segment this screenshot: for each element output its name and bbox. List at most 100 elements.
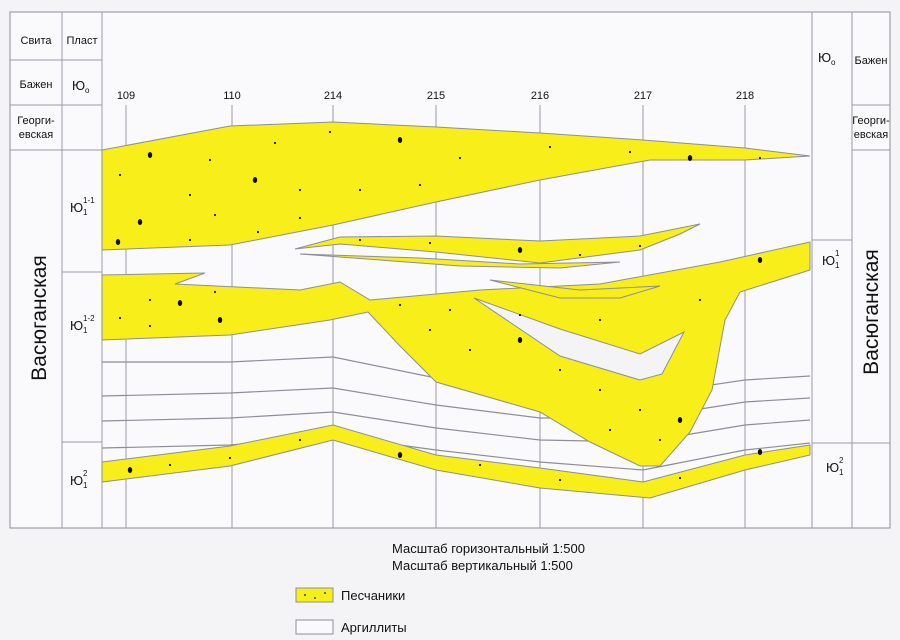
index-base: Ю — [818, 50, 831, 65]
dot — [517, 247, 523, 253]
dot — [758, 156, 762, 160]
dot — [188, 193, 192, 197]
index-sup: 2 — [83, 469, 88, 478]
index-base: Ю — [70, 318, 83, 333]
index-sub: 1 — [835, 261, 840, 270]
dot — [188, 238, 192, 242]
dot — [548, 145, 552, 149]
index-sub: 1 — [839, 468, 844, 477]
dot — [398, 303, 402, 307]
georgievskaya: евская — [854, 129, 889, 141]
dot — [358, 238, 362, 242]
dot — [448, 308, 452, 312]
dot — [118, 173, 122, 177]
legend-swatch-sand — [295, 587, 334, 603]
dot — [397, 452, 403, 458]
dot — [213, 290, 217, 294]
bazhen: Бажен — [20, 79, 53, 91]
dot — [608, 428, 612, 432]
well-labels: 109 110 214 215 216 217 218 — [117, 90, 754, 102]
index-base: Ю — [70, 473, 83, 488]
dot — [148, 298, 152, 302]
right-layers: Ю 11Ю 12 — [822, 249, 844, 477]
dot — [478, 463, 482, 467]
dot — [687, 155, 693, 161]
index-sub: о — [831, 58, 836, 67]
legend-label: Аргиллиты — [341, 620, 407, 635]
georgievskaya: Георги- — [852, 115, 890, 127]
sandstone-bodies — [101, 121, 811, 499]
dot — [217, 317, 223, 323]
dot — [177, 300, 183, 306]
header-layer: Пласт — [67, 35, 98, 47]
index-sub: о — [85, 86, 90, 95]
suite-name: Васюганская — [28, 255, 51, 381]
dot — [213, 213, 217, 217]
scale-text: Масштаб горизонтальный 1:500 — [392, 541, 585, 556]
dot — [578, 253, 582, 257]
dot — [228, 456, 232, 460]
dot — [358, 188, 362, 192]
suite-name: Васюганская — [860, 249, 883, 375]
dot — [598, 318, 602, 322]
dot — [298, 438, 302, 442]
dot — [127, 467, 133, 473]
dot — [678, 476, 682, 480]
dot — [558, 368, 562, 372]
index-sup: 1-1 — [83, 196, 95, 205]
dot — [518, 313, 522, 317]
sand-dots — [115, 130, 763, 482]
dot — [517, 337, 523, 343]
dot — [397, 137, 403, 143]
dot — [208, 158, 212, 162]
dot — [115, 239, 121, 245]
index-base: Ю — [822, 253, 835, 268]
well-label: 218 — [736, 90, 754, 102]
dot — [658, 438, 662, 442]
legend-label: Песчаники — [341, 588, 405, 603]
index-base: Ю — [826, 460, 839, 475]
well-label: 214 — [324, 90, 342, 102]
scale-text: Масштаб вертикальный 1:500 — [392, 558, 573, 573]
dot — [428, 328, 432, 332]
dot — [168, 463, 172, 467]
index-sub: 1 — [83, 208, 88, 217]
index-sub: 1 — [83, 481, 88, 490]
dot — [598, 388, 602, 392]
dot — [638, 408, 642, 412]
dot — [328, 130, 332, 134]
dot — [757, 257, 763, 263]
index-sup: 1-2 — [83, 314, 95, 323]
dot — [147, 152, 153, 158]
dot — [558, 478, 562, 482]
georgievskaya: евская — [19, 129, 54, 141]
well-label: 110 — [223, 90, 241, 102]
index-base: Ю — [72, 78, 85, 93]
well-label: 216 — [531, 90, 549, 102]
dot — [137, 219, 143, 225]
dot — [298, 188, 302, 192]
dot — [468, 348, 472, 352]
index-sup: 1 — [835, 249, 840, 258]
dot — [428, 241, 432, 245]
index-base: Ю — [70, 200, 83, 215]
well-label: 109 — [117, 90, 135, 102]
dot — [628, 150, 632, 154]
bazhen: Бажен — [855, 55, 888, 67]
dot — [638, 244, 642, 248]
index-sup: 2 — [839, 456, 844, 465]
dot — [698, 298, 702, 302]
left-layers: Ю 11-1Ю 11-2Ю 12 — [70, 196, 95, 490]
well-label: 215 — [427, 90, 445, 102]
grid — [10, 12, 890, 528]
dot — [256, 230, 260, 234]
dot — [148, 324, 152, 328]
dot — [418, 183, 422, 187]
dot — [118, 316, 122, 320]
dot — [458, 156, 462, 160]
header-suite: Свита — [21, 35, 53, 47]
well-label: 217 — [634, 90, 652, 102]
dot — [677, 417, 683, 423]
legend-swatch-clay — [295, 619, 334, 635]
